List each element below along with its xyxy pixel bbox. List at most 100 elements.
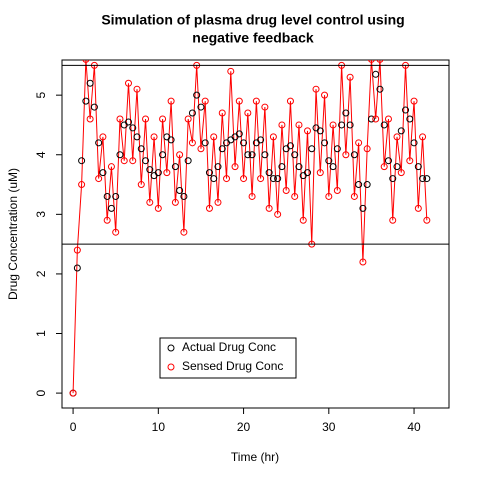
data-point xyxy=(410,97,418,105)
data-point xyxy=(129,157,137,165)
data-point xyxy=(325,192,333,200)
data-point xyxy=(95,139,103,147)
data-point xyxy=(380,121,388,129)
data-point xyxy=(355,181,363,189)
legend-box xyxy=(159,337,297,379)
legend: Actual Drug Conc Sensed Drug Conc xyxy=(159,337,297,379)
x-tick-label: 10 xyxy=(152,420,166,434)
data-point xyxy=(235,97,243,105)
data-point xyxy=(133,133,141,141)
data-point xyxy=(342,151,350,159)
data-point xyxy=(397,169,405,177)
y-tick-label: 0 xyxy=(34,389,48,396)
data-point xyxy=(321,139,329,147)
data-point xyxy=(197,145,205,153)
legend-symbol xyxy=(167,363,175,371)
data-point xyxy=(112,192,120,200)
data-point xyxy=(176,187,184,194)
data-point xyxy=(218,109,226,117)
data-point xyxy=(82,97,90,105)
data-point xyxy=(171,163,179,171)
data-point xyxy=(146,166,154,174)
legend-label: Sensed Drug Conc xyxy=(182,359,283,373)
data-point xyxy=(193,91,201,99)
data-point xyxy=(137,145,145,153)
data-point xyxy=(303,127,311,135)
data-point xyxy=(120,157,128,165)
data-point xyxy=(333,187,341,194)
data-point xyxy=(73,264,81,272)
data-point xyxy=(223,175,231,183)
data-point xyxy=(244,151,252,159)
legend-label: Actual Drug Conc xyxy=(182,340,276,354)
data-point xyxy=(137,181,145,189)
y-tick-label: 3 xyxy=(34,211,48,218)
data-point xyxy=(180,192,188,200)
data-point xyxy=(99,169,107,177)
data-point xyxy=(299,216,307,224)
data-point xyxy=(167,136,175,144)
data-point xyxy=(303,169,311,177)
data-point xyxy=(231,163,239,171)
data-point xyxy=(150,133,158,141)
data-point xyxy=(244,109,252,117)
series-line xyxy=(72,60,428,394)
data-point xyxy=(355,139,363,147)
data-point xyxy=(346,73,354,81)
data-point xyxy=(278,163,286,171)
data-point xyxy=(257,175,265,183)
data-point xyxy=(227,67,235,75)
data-point xyxy=(248,151,256,159)
data-point xyxy=(142,115,150,123)
data-point xyxy=(124,79,132,87)
data-point xyxy=(184,115,192,123)
data-point xyxy=(286,97,294,105)
y-tick-label: 5 xyxy=(34,92,48,99)
data-point xyxy=(291,192,299,200)
data-point xyxy=(159,151,167,159)
data-point xyxy=(201,97,209,105)
data-point xyxy=(163,169,171,177)
data-point xyxy=(240,175,248,183)
data-point xyxy=(423,175,431,183)
data-point xyxy=(107,163,115,171)
data-point xyxy=(291,151,299,159)
data-point xyxy=(414,163,422,171)
data-point xyxy=(295,163,303,171)
data-point xyxy=(393,133,401,141)
data-point xyxy=(419,133,427,141)
data-point xyxy=(406,115,414,123)
data-point xyxy=(103,192,111,200)
data-point xyxy=(78,181,86,189)
data-point xyxy=(73,246,81,254)
data-point xyxy=(274,175,282,183)
data-point xyxy=(397,127,405,135)
x-tick-label: 0 xyxy=(70,420,77,434)
data-point xyxy=(384,115,392,123)
data-point xyxy=(393,163,401,171)
data-point xyxy=(82,60,90,63)
data-point xyxy=(402,106,410,114)
data-point xyxy=(363,181,371,189)
plot-area xyxy=(69,60,431,397)
data-point xyxy=(367,115,375,123)
y-axis-label: Drug Concentration (uM) xyxy=(6,168,20,300)
y-tick-label: 1 xyxy=(34,330,48,337)
data-point xyxy=(376,85,384,93)
data-point xyxy=(342,109,350,117)
data-point xyxy=(210,133,218,141)
data-point xyxy=(227,136,235,144)
data-point xyxy=(214,163,222,171)
chart-title: Simulation of plasma drug level control … xyxy=(101,12,404,28)
data-point xyxy=(69,389,77,397)
plot-frame xyxy=(61,59,450,409)
data-point xyxy=(389,175,397,183)
data-point xyxy=(274,210,282,218)
data-point xyxy=(410,139,418,147)
data-point xyxy=(257,136,265,144)
data-point xyxy=(367,60,375,63)
data-point xyxy=(248,192,256,200)
data-point xyxy=(350,151,358,159)
data-point xyxy=(154,169,162,177)
